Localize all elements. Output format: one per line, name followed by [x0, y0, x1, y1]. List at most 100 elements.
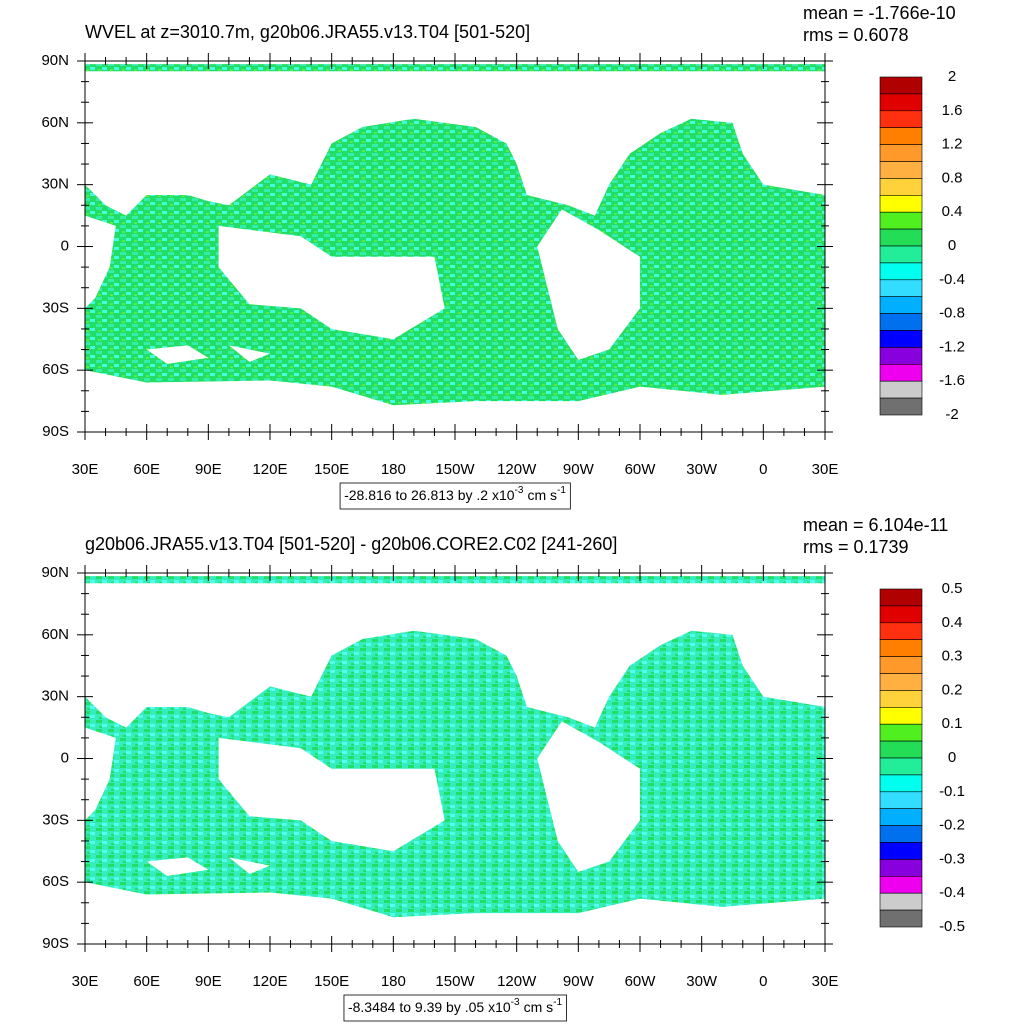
rms-label: rms = 0.1739	[803, 537, 909, 557]
caption-box	[343, 994, 567, 1022]
lat-label: 90S	[42, 423, 69, 440]
land-mask	[228, 857, 270, 874]
lon-label: 30E	[72, 973, 99, 990]
land-mask	[85, 727, 116, 821]
colorbar-box	[879, 673, 923, 691]
colorbar-label: 0.5	[942, 580, 963, 597]
caption-part: -1	[557, 485, 566, 496]
land-mask	[85, 71, 825, 216]
colorbar-box	[879, 380, 923, 399]
colorbar-box	[879, 875, 923, 894]
colorbar-box	[879, 195, 923, 213]
caption: -28.816 to 26.813 by .2 x10-3 cm s-1	[339, 482, 571, 510]
colorbar-label: -1.6	[939, 372, 965, 389]
caption-part: -28.816 to 26.813 by .2 x10	[344, 487, 515, 503]
colorbar-label: 0.3	[942, 648, 963, 665]
colorbar-box	[879, 842, 923, 860]
colorbar-label: 0.2	[942, 681, 963, 698]
lon-label: 30W	[686, 973, 718, 990]
land-mask	[85, 215, 116, 309]
colorbar-label: 0.8	[942, 169, 963, 186]
panel-title: WVEL at z=3010.7m, g20b06.JRA55.v13.T04 …	[85, 22, 530, 42]
lat-label: 60N	[41, 626, 69, 643]
colorbar-label: -1.2	[939, 338, 965, 355]
colorbar-box	[879, 93, 923, 112]
lon-label: 30E	[812, 973, 839, 990]
lat-label: 30S	[42, 811, 69, 828]
colorbar-label: -2	[945, 406, 958, 423]
colorbar-box	[879, 757, 923, 776]
lon-label: 0	[759, 973, 767, 990]
colorbar-box	[879, 774, 923, 793]
land-mask	[146, 345, 209, 364]
colorbar-label: 0.4	[942, 203, 963, 220]
lat-label: 30S	[42, 299, 69, 316]
colorbar-box	[879, 262, 923, 281]
caption-part: -3	[515, 485, 524, 496]
land-mask	[85, 882, 825, 944]
colorbar-box	[879, 859, 923, 877]
lon-label: 180	[381, 973, 406, 990]
rms-label: rms = 0.6078	[803, 25, 909, 45]
lat-label: 90N	[41, 564, 69, 581]
land-mask	[218, 737, 445, 852]
caption-part: -8.3484 to 9.39 by .05 x10	[348, 999, 511, 1015]
lat-label: 0	[61, 237, 69, 254]
colorbar-box	[879, 211, 923, 230]
colorbar-box	[879, 228, 923, 247]
colorbar-label: -0.1	[939, 783, 965, 800]
panel-title: g20b06.JRA55.v13.T04 [501-520] - g20b06.…	[85, 534, 617, 554]
colorbar-box	[879, 296, 923, 314]
land-mask	[537, 721, 640, 872]
lon-label: 120W	[497, 461, 537, 478]
lat-label: 60N	[41, 114, 69, 131]
lat-label: 90S	[42, 935, 69, 952]
land-mask	[356, 267, 390, 309]
lat-label: 90N	[41, 52, 69, 69]
colorbar-box	[879, 706, 923, 725]
lat-label: 60S	[42, 361, 69, 378]
colorbar-box	[879, 808, 923, 826]
lon-label: 60E	[133, 461, 160, 478]
colorbar-box	[879, 690, 923, 708]
land-mask	[537, 209, 640, 360]
colorbar-label: -0.4	[939, 884, 965, 901]
caption: -8.3484 to 9.39 by .05 x10-3 cm s-1	[343, 994, 567, 1022]
lon-label: 90E	[195, 973, 222, 990]
colorbar-box	[879, 161, 923, 179]
colorbar-box	[879, 397, 923, 416]
caption-part: -1	[553, 997, 562, 1008]
colorbar-label: 0.1	[942, 715, 963, 732]
land-mask	[218, 225, 445, 340]
land-mask	[356, 779, 390, 821]
colorbar-box	[879, 279, 923, 297]
lon-label: 150E	[314, 461, 349, 478]
lon-label: 90E	[195, 461, 222, 478]
lon-label: 90W	[563, 973, 595, 990]
caption-box	[339, 482, 571, 510]
lon-label: 60W	[625, 973, 657, 990]
colorbar-box	[879, 110, 923, 129]
colorbar-label: -0.8	[939, 305, 965, 322]
colorbar-label: 2	[948, 68, 956, 85]
lon-label: 120W	[497, 973, 537, 990]
colorbar-label: -0.4	[939, 271, 965, 288]
caption-text: -8.3484 to 9.39 by .05 x10-3 cm s-1	[348, 997, 562, 1015]
colorbar-box	[879, 825, 923, 843]
lon-label: 30E	[812, 461, 839, 478]
colorbar-box	[879, 313, 923, 331]
colorbar-box	[879, 178, 923, 196]
mean-label: mean = -1.766e-10	[803, 3, 956, 23]
lat-label: 30N	[41, 688, 69, 705]
lon-label: 30E	[72, 461, 99, 478]
caption-text: -28.816 to 26.813 by .2 x10-3 cm s-1	[344, 485, 566, 503]
colorbar-label: -0.3	[939, 850, 965, 867]
colorbar-box	[879, 330, 923, 348]
mean-label: mean = 6.104e-11	[803, 515, 948, 535]
lon-label: 30W	[686, 461, 718, 478]
colorbar-box	[879, 363, 923, 382]
lon-label: 60E	[133, 973, 160, 990]
colorbar-label: 1.6	[942, 102, 963, 119]
lon-label: 180	[381, 461, 406, 478]
